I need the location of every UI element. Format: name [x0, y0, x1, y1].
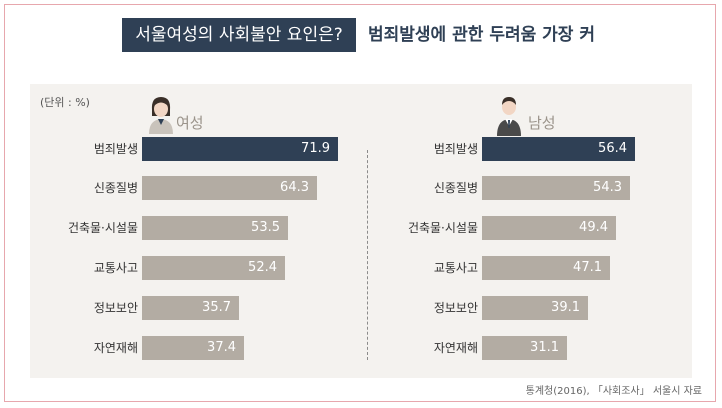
value-label: 37.4 [207, 340, 236, 355]
value-label: 47.1 [573, 260, 602, 275]
value-label: 49.4 [579, 220, 608, 235]
category-label: 교통사고 [433, 261, 478, 275]
bar: 47.1 [482, 256, 610, 280]
bar: 49.4 [482, 216, 616, 240]
category-label: 범죄발생 [93, 142, 138, 156]
category-label: 신종질병 [433, 181, 478, 195]
chart-title: 서울여성의 사회불안 요인은? [122, 18, 356, 52]
bar: 31.1 [482, 336, 567, 360]
panel-divider [367, 150, 368, 360]
value-label: 39.1 [551, 300, 580, 315]
value-label: 31.1 [530, 340, 559, 355]
bar: 52.4 [142, 256, 285, 280]
source-note: 통계청(2016), 「사회조사」 서울시 자료 [525, 386, 702, 397]
category-label: 자연재해 [93, 341, 138, 355]
man-icon [497, 97, 521, 136]
value-label: 64.3 [280, 180, 309, 195]
female-label: 여성 [176, 114, 204, 132]
bar: 71.9 [142, 137, 338, 161]
bar: 53.5 [142, 216, 288, 240]
value-label: 53.5 [251, 220, 280, 235]
bar: 56.4 [482, 137, 635, 161]
chart-subtitle: 범죄발생에 관한 두려움 가장 커 [368, 25, 595, 45]
category-label: 교통사고 [93, 261, 138, 275]
category-label: 건축물·시설물 [67, 221, 138, 235]
category-label: 신종질병 [93, 181, 138, 195]
bar: 39.1 [482, 296, 588, 320]
value-label: 35.7 [202, 300, 231, 315]
woman-icon [149, 97, 173, 134]
category-label: 범죄발생 [433, 142, 478, 156]
category-label: 자연재해 [433, 341, 478, 355]
bar: 64.3 [142, 176, 317, 200]
value-label: 71.9 [301, 141, 330, 156]
bar: 35.7 [142, 296, 239, 320]
value-label: 56.4 [598, 141, 627, 156]
value-label: 52.4 [248, 260, 277, 275]
male-label: 남성 [528, 114, 556, 132]
unit-label: (단위 : %) [40, 96, 90, 109]
value-label: 54.3 [593, 180, 622, 195]
category-label: 정보보안 [93, 301, 138, 315]
bar: 37.4 [142, 336, 244, 360]
category-label: 건축물·시설물 [407, 221, 478, 235]
category-label: 정보보안 [433, 301, 478, 315]
bar: 54.3 [482, 176, 630, 200]
